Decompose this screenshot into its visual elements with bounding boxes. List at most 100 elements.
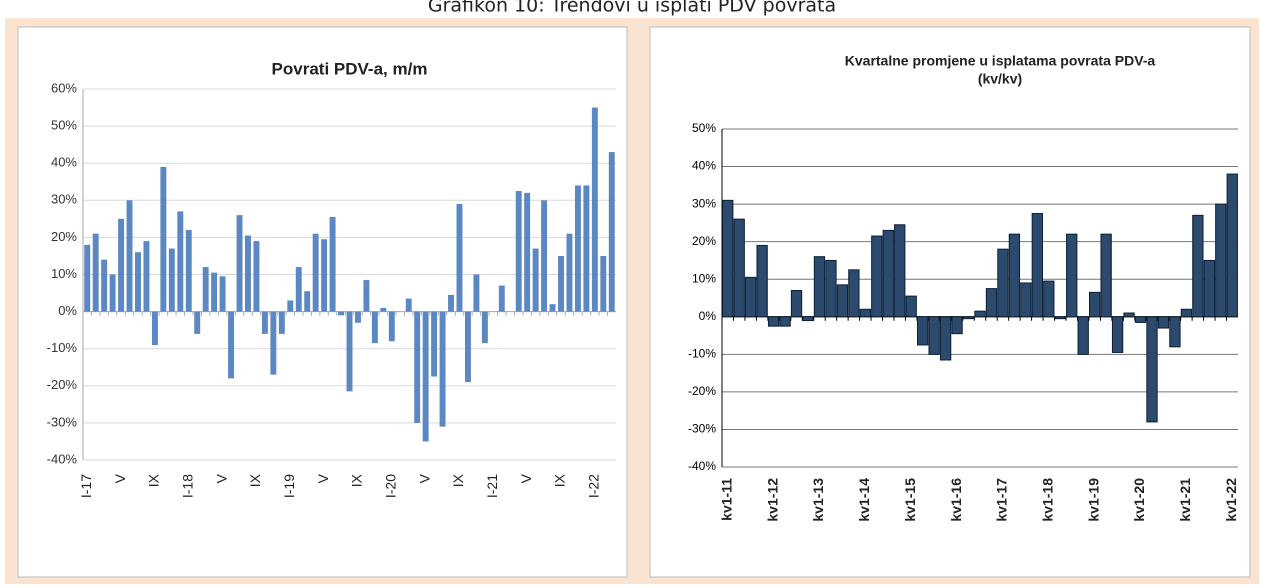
bar [177, 211, 184, 312]
bar [962, 316, 975, 320]
bar [126, 200, 133, 312]
bar [1043, 280, 1055, 318]
bar [185, 229, 192, 312]
x-tick-label: kv1-11 [718, 478, 734, 521]
x-tick-label: V [112, 473, 128, 483]
bar [338, 311, 345, 316]
bar [813, 256, 826, 318]
bar [92, 233, 99, 312]
bar [1020, 282, 1032, 318]
y-tick-label: 60% [51, 80, 77, 95]
bar [194, 311, 201, 334]
y-tick-label: 40% [692, 159, 716, 173]
figure-title: Grafikon 10: Trendovi u isplati PDV povr… [428, 0, 836, 17]
bar [405, 298, 412, 312]
bar [1226, 173, 1238, 318]
bar [388, 311, 395, 342]
y-tick-label: 10% [692, 271, 716, 285]
bar [524, 192, 531, 312]
chart-title: Povrati PDV-a, m/m [272, 59, 428, 78]
bar [1111, 316, 1124, 353]
y-tick-label: -10% [47, 340, 78, 355]
x-tick-label: V [518, 473, 534, 483]
bar [600, 255, 607, 312]
bar [532, 248, 539, 312]
bar [304, 291, 311, 312]
bar [779, 316, 791, 327]
bar [905, 295, 917, 318]
bar [422, 311, 429, 442]
bar [574, 185, 581, 312]
bar [253, 241, 260, 312]
bar [219, 276, 226, 312]
bar [558, 255, 564, 312]
bar [101, 259, 108, 312]
bar [1054, 316, 1066, 320]
y-tick-label: 40% [51, 155, 77, 170]
x-tick-label: kv1-19 [1085, 478, 1101, 522]
y-tick-label: -20% [688, 384, 716, 398]
bar [836, 284, 849, 318]
x-tick-label: V [416, 473, 432, 483]
bar [1123, 312, 1135, 318]
bar [882, 229, 894, 318]
bar [894, 224, 906, 318]
bar [160, 166, 167, 312]
bar [1077, 316, 1089, 355]
x-tick-label: I-20 [383, 474, 399, 498]
bar [498, 285, 505, 312]
bar [363, 280, 370, 312]
bar [135, 252, 141, 312]
bar [431, 311, 438, 377]
bar [1089, 291, 1101, 318]
bar [985, 288, 998, 318]
bar [439, 311, 446, 427]
bar [583, 185, 590, 312]
bar [859, 308, 871, 318]
bar [767, 316, 780, 327]
bar [312, 233, 319, 312]
x-tick-label: IX [247, 473, 263, 487]
bar [329, 216, 336, 312]
x-tick-label: kv1-22 [1223, 478, 1239, 522]
y-tick-label: -40% [47, 451, 78, 466]
bar [1203, 259, 1215, 318]
bar [745, 276, 757, 318]
bar [1100, 233, 1112, 318]
bar [549, 304, 556, 312]
bar [1008, 233, 1021, 318]
bar [151, 311, 158, 345]
bar [354, 311, 361, 323]
bar [802, 316, 814, 322]
y-tick-label: 0% [58, 303, 77, 318]
x-tick-label: kv1-13 [810, 478, 826, 522]
y-tick-label: -20% [47, 377, 78, 392]
x-tick-label: I-18 [179, 474, 195, 498]
x-tick-label: I-19 [281, 474, 297, 498]
bar [287, 300, 294, 312]
x-tick-label: V [213, 473, 229, 483]
bar [295, 267, 302, 312]
bar [997, 248, 1009, 318]
bar [733, 218, 745, 318]
bar [228, 311, 235, 379]
y-tick-label: 20% [51, 229, 77, 244]
bar [1031, 213, 1043, 318]
x-tick-label: kv1-14 [856, 478, 872, 522]
bar [321, 239, 328, 312]
bar [1192, 214, 1204, 318]
x-tick-label: kv1-15 [902, 478, 918, 522]
x-tick-label: I-22 [586, 474, 602, 498]
x-tick-label: I-21 [484, 474, 500, 498]
bar [756, 244, 768, 318]
bar [928, 316, 940, 355]
bar [1180, 308, 1193, 318]
bar [566, 233, 573, 312]
bar [848, 269, 860, 318]
bar [245, 235, 251, 312]
bar [515, 191, 522, 312]
x-tick-label: kv1-20 [1131, 478, 1147, 522]
bar [168, 248, 175, 312]
bar [481, 311, 488, 344]
